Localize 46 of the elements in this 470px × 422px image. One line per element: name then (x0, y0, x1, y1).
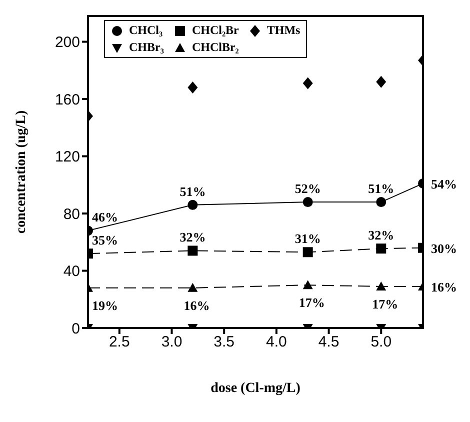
x-tick-label: 3.0 (161, 334, 182, 351)
point (376, 76, 386, 88)
y-tick-label: 40 (63, 263, 80, 280)
point (188, 246, 198, 256)
point (188, 200, 198, 210)
annotation: 16% (431, 279, 457, 294)
annotation: 31% (294, 231, 321, 246)
point (302, 77, 313, 90)
annotation: 30% (431, 240, 457, 256)
legend-label: CHClBr₂ (192, 40, 239, 55)
point (302, 280, 313, 290)
annotation: 35% (92, 232, 118, 248)
x-tick-label: 3.5 (214, 334, 235, 351)
x-axis-title: dose (Cl-mg/L) (210, 381, 301, 396)
y-tick-label: 120 (54, 148, 80, 166)
point (188, 82, 198, 94)
legend-label: THMs (266, 23, 300, 38)
y-tick-label: 160 (54, 91, 80, 108)
annotation: 16% (184, 298, 210, 313)
annotation: 51% (180, 184, 206, 199)
point (376, 244, 386, 254)
point (188, 282, 198, 292)
point (376, 281, 386, 290)
point (302, 197, 313, 208)
legend-label: CHCl₂Br (192, 23, 239, 38)
x-tick-label: 2.5 (108, 334, 130, 351)
annotation: 54% (431, 176, 457, 192)
annotation: 32% (180, 230, 206, 245)
x-tick-label: 4.0 (266, 334, 287, 351)
x-tick-label: 4.5 (318, 334, 340, 351)
annotation: 32% (368, 228, 394, 243)
point (302, 247, 313, 258)
y-tick-label: 0 (72, 320, 80, 338)
annotation: 19% (92, 298, 118, 313)
legend-label: CHCl₃ (129, 23, 163, 38)
annotation: 17% (298, 295, 325, 310)
y-tick-label: 80 (63, 206, 80, 223)
annotation: 17% (372, 296, 398, 312)
y-tick-label: 200 (54, 34, 80, 52)
annotation: 51% (368, 181, 394, 196)
annotation: 52% (294, 181, 321, 196)
annotation: 46% (92, 210, 118, 225)
legend-label: CHBr₃ (129, 40, 164, 55)
x-tick-label: 5.0 (370, 334, 392, 351)
point (376, 197, 386, 208)
y-axis-title: concentration (ug/L) (14, 110, 29, 234)
